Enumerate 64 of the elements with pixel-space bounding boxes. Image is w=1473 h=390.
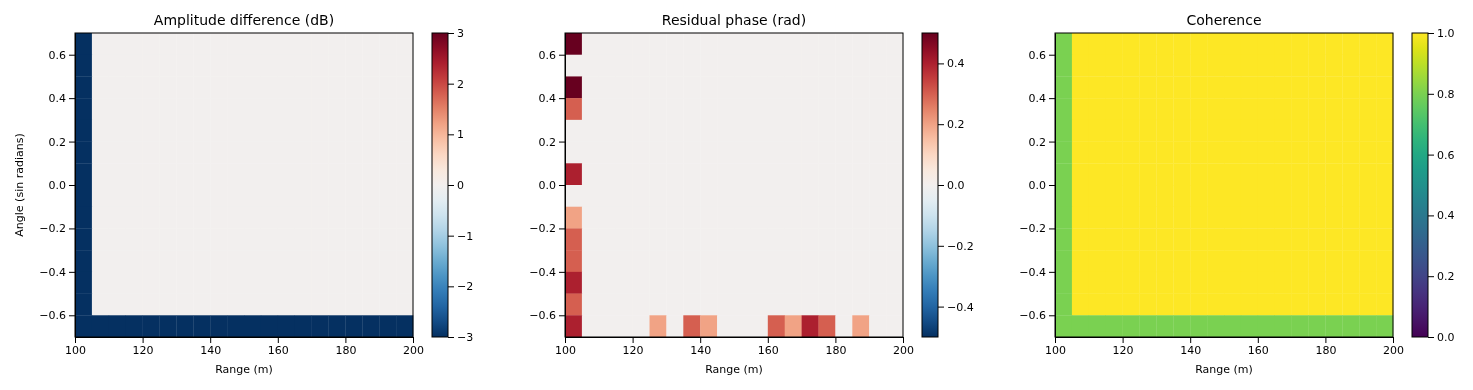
y-tick-label: −0.4 xyxy=(529,265,556,279)
x-tick-label: 160 xyxy=(267,343,289,357)
x-tick-label: 180 xyxy=(1315,343,1337,357)
x-axis-title: Range (m) xyxy=(705,363,763,376)
y-tick-label: 0.6 xyxy=(538,48,556,62)
y-tick-label: 0.6 xyxy=(1028,48,1046,62)
color-bar-label: 0.8 xyxy=(1437,87,1455,101)
color-bar-label: 0.2 xyxy=(1437,270,1455,284)
color-bar-label: 0.2 xyxy=(947,118,965,132)
color-bar-label: 3 xyxy=(457,27,464,41)
color-bar-label: −1 xyxy=(457,229,474,243)
color-bar-label: 2 xyxy=(457,77,464,91)
x-tick-label: 180 xyxy=(825,343,847,357)
x-tick-label: 200 xyxy=(1383,343,1404,357)
color-bar-label: 0 xyxy=(457,179,464,193)
y-axis-title: Angle (sin radians) xyxy=(13,133,26,237)
y-tick-label: 0.4 xyxy=(48,92,66,106)
x-tick-label: 140 xyxy=(1180,343,1202,357)
color-bar-label: −0.4 xyxy=(947,300,974,314)
y-tick-label: −0.6 xyxy=(1019,309,1046,323)
chart-title: Residual phase (rad) xyxy=(661,12,807,28)
color-bar-label: 0.4 xyxy=(1437,209,1455,223)
x-axis-title: Range (m) xyxy=(215,363,273,376)
y-tick-label: −0.4 xyxy=(1019,265,1046,279)
y-tick-label: 0.4 xyxy=(1028,92,1046,106)
color-bar-label: −0.2 xyxy=(947,239,974,253)
y-tick-label: −0.2 xyxy=(529,222,556,236)
x-tick-label: 120 xyxy=(622,343,644,357)
color-bar-label: 0.6 xyxy=(1437,148,1455,162)
chart-title: Amplitude difference (dB) xyxy=(153,12,335,28)
x-tick-label: 140 xyxy=(200,343,222,357)
y-tick-label: −0.2 xyxy=(1019,222,1046,236)
color-bar-label: 0.4 xyxy=(947,57,965,71)
x-tick-label: 120 xyxy=(132,343,154,357)
y-tick-label: −0.2 xyxy=(39,222,66,236)
y-tick-label: 0.0 xyxy=(538,179,556,193)
y-tick-label: −0.6 xyxy=(39,309,66,323)
color-bar-label: 0.0 xyxy=(1437,331,1455,345)
x-tick-label: 100 xyxy=(65,343,86,357)
color-bar-label: −2 xyxy=(457,280,474,294)
color-bar-label: −3 xyxy=(457,331,474,345)
x-tick-label: 140 xyxy=(690,343,712,357)
y-tick-label: 0.2 xyxy=(1028,135,1046,149)
y-tick-label: 0.0 xyxy=(1028,179,1046,193)
y-tick-label: 0.2 xyxy=(48,135,66,149)
x-tick-label: 180 xyxy=(335,343,357,357)
x-tick-label: 200 xyxy=(403,343,424,357)
color-bar-label: 0.0 xyxy=(947,179,965,193)
chart-title: Coherence xyxy=(1186,12,1262,28)
x-tick-label: 100 xyxy=(1045,343,1066,357)
x-tick-label: 200 xyxy=(893,343,914,357)
y-tick-label: −0.4 xyxy=(39,265,66,279)
color-bar-label: 1 xyxy=(457,128,464,142)
y-tick-label: 0.2 xyxy=(538,135,556,149)
x-axis-title: Range (m) xyxy=(1195,363,1253,376)
y-tick-label: −0.6 xyxy=(529,309,556,323)
x-tick-label: 120 xyxy=(1112,343,1134,357)
y-tick-label: 0.0 xyxy=(48,179,66,193)
y-tick-label: 0.6 xyxy=(48,48,66,62)
y-tick-label: 0.4 xyxy=(538,92,556,106)
color-bar-label: 1.0 xyxy=(1437,27,1455,41)
x-tick-label: 160 xyxy=(1247,343,1269,357)
x-tick-label: 100 xyxy=(555,343,576,357)
x-tick-label: 160 xyxy=(757,343,779,357)
